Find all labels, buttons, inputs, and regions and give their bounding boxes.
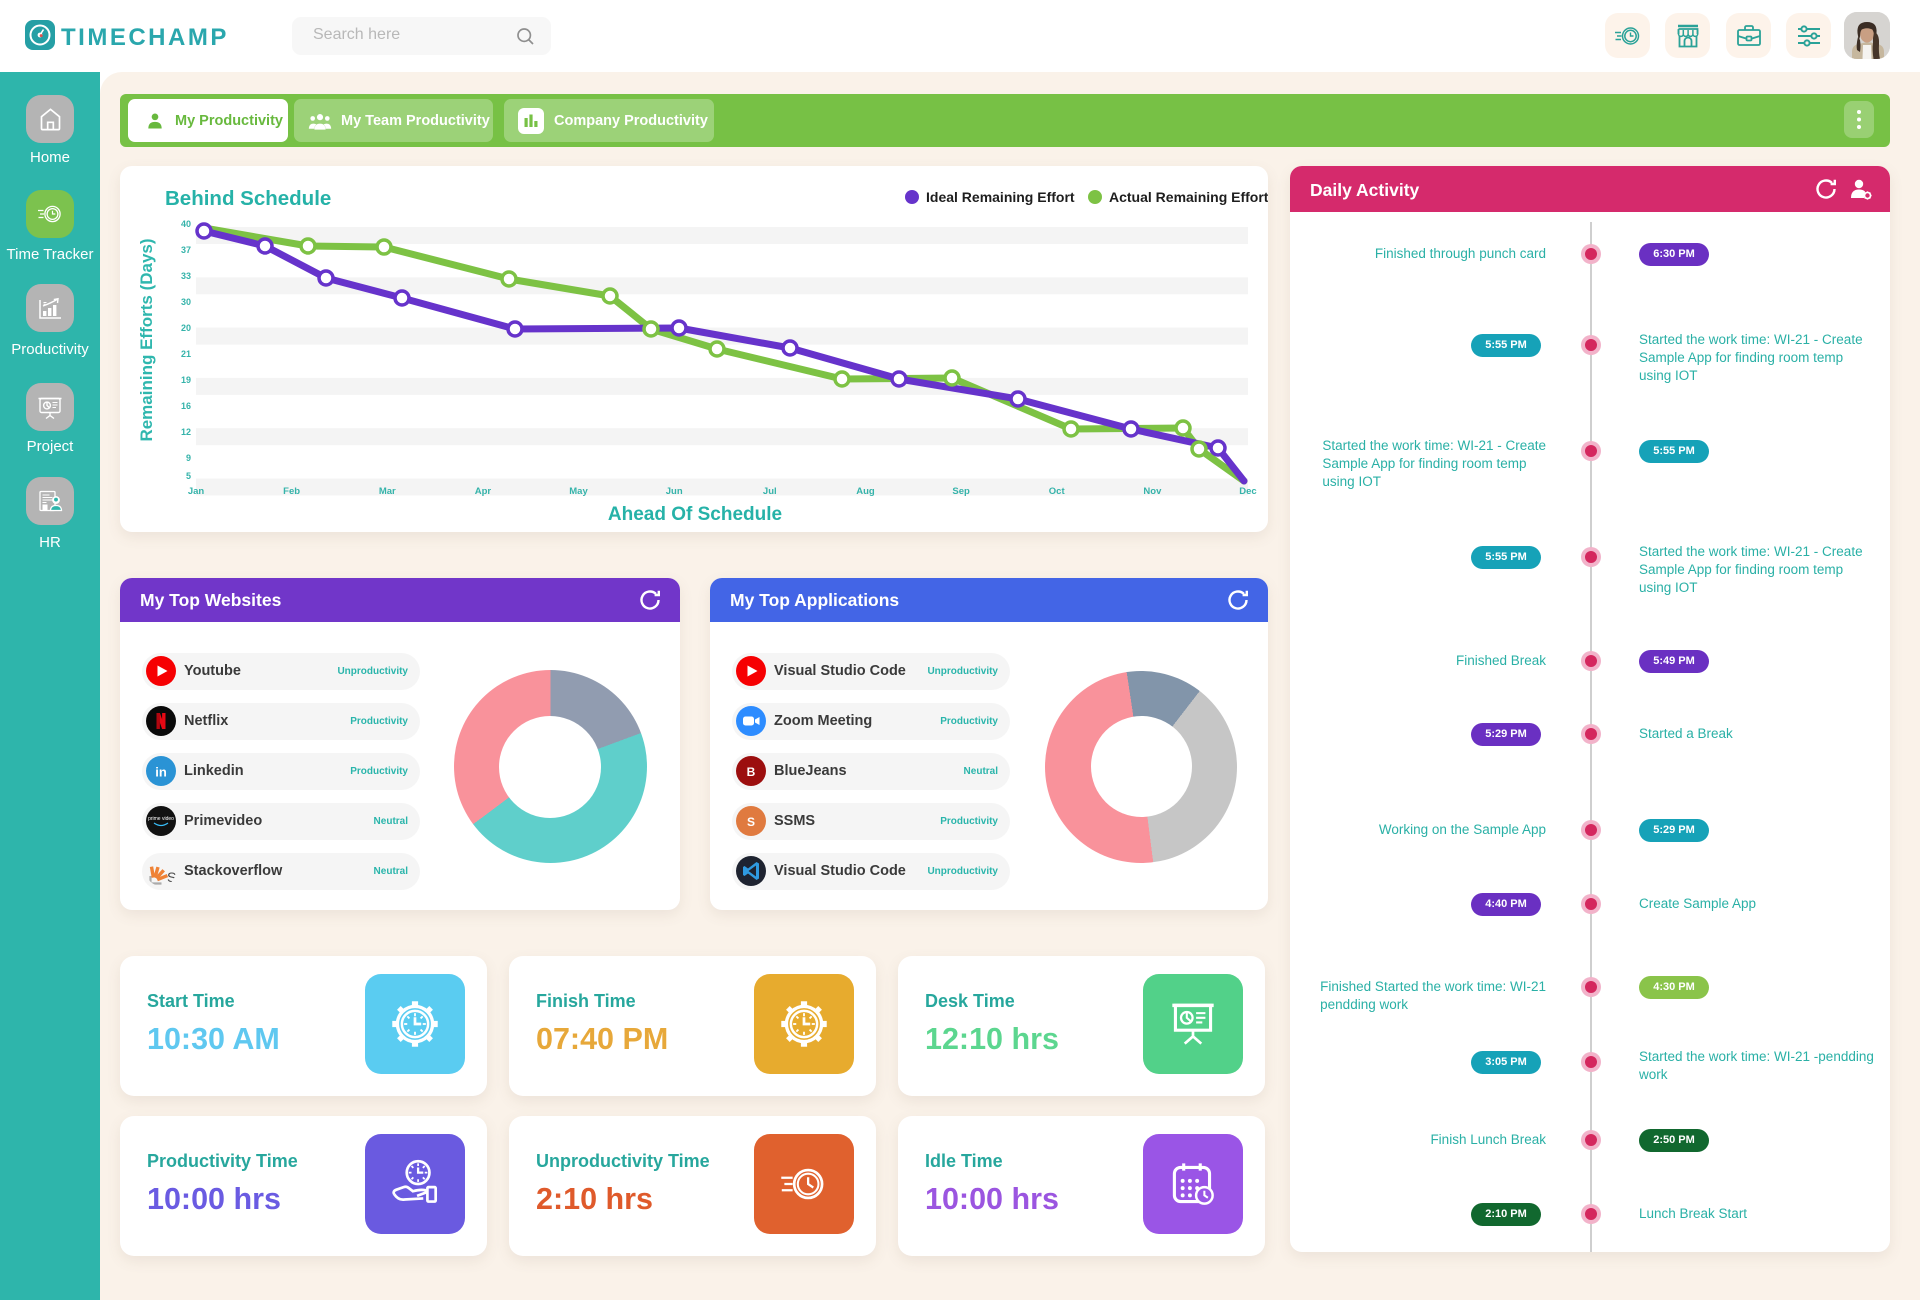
svg-text:Mar: Mar bbox=[379, 486, 396, 497]
svg-text:Remaining Efforts (Days): Remaining Efforts (Days) bbox=[137, 238, 156, 441]
svg-text:5: 5 bbox=[186, 471, 191, 481]
svg-text:S: S bbox=[167, 869, 176, 885]
svg-text:Apr: Apr bbox=[475, 486, 492, 497]
svg-text:prime video: prime video bbox=[148, 816, 174, 822]
svg-text:Sep: Sep bbox=[952, 486, 970, 497]
svg-text:30: 30 bbox=[181, 297, 191, 307]
svg-text:9: 9 bbox=[186, 453, 191, 463]
svg-text:B: B bbox=[747, 765, 756, 779]
svg-text:21: 21 bbox=[181, 349, 191, 359]
svg-text:40: 40 bbox=[181, 219, 191, 229]
svg-text:S: S bbox=[747, 815, 755, 829]
svg-text:Jan: Jan bbox=[188, 486, 205, 497]
svg-text:in: in bbox=[155, 765, 167, 780]
svg-text:Ahead Of Schedule: Ahead Of Schedule bbox=[608, 504, 782, 525]
svg-text:May: May bbox=[569, 486, 588, 497]
svg-text:Dec: Dec bbox=[1239, 486, 1256, 497]
svg-text:Ideal Remaining Effort: Ideal Remaining Effort bbox=[926, 189, 1075, 205]
svg-text:20: 20 bbox=[181, 323, 191, 333]
svg-text:Actual Remaining Effort: Actual Remaining Effort bbox=[1109, 189, 1268, 205]
svg-text:Jun: Jun bbox=[666, 486, 683, 497]
svg-text:Feb: Feb bbox=[283, 486, 300, 497]
svg-text:37: 37 bbox=[181, 245, 191, 255]
svg-text:12: 12 bbox=[181, 427, 191, 437]
svg-text:Behind Schedule: Behind Schedule bbox=[165, 187, 331, 210]
svg-text:16: 16 bbox=[181, 401, 191, 411]
svg-text:Oct: Oct bbox=[1049, 486, 1066, 497]
svg-text:Aug: Aug bbox=[856, 486, 875, 497]
svg-text:19: 19 bbox=[181, 375, 191, 385]
svg-text:33: 33 bbox=[181, 271, 191, 281]
svg-text:Nov: Nov bbox=[1143, 486, 1162, 497]
svg-text:Jul: Jul bbox=[763, 486, 777, 497]
